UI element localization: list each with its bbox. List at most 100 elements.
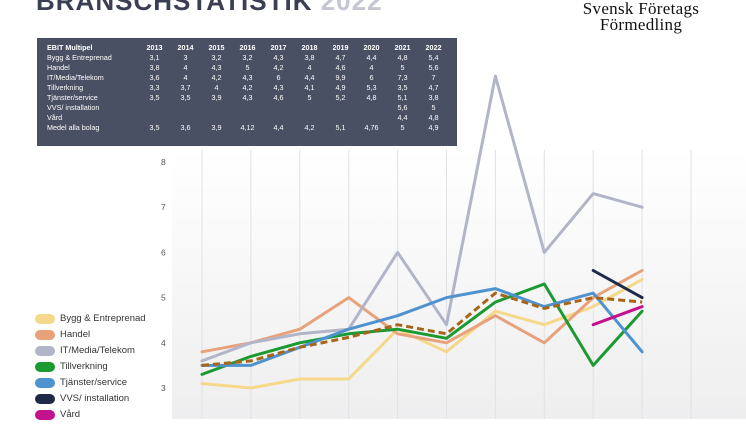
table-row: IT/Media/Telekom 3,6 4 4,2 4,3 6 4,4 9,9 6 7,3 7 <box>47 73 449 83</box>
table-cell: 4,2 <box>211 73 222 82</box>
table-cell: 3,2 <box>211 53 222 62</box>
table-row-label: VVS/ installation <box>47 103 100 112</box>
table-cell: 5 <box>245 63 250 72</box>
table-row: Handel 3,8 4 4,3 5 4,2 4 4,6 4 5 5,6 <box>47 63 449 73</box>
plot-background <box>172 150 746 419</box>
table-cell: 3,8 <box>149 63 160 72</box>
table-row-label: Handel <box>47 63 70 72</box>
series-line <box>200 278 644 390</box>
table-cell: 3,9 <box>211 123 222 132</box>
series-line <box>200 282 644 376</box>
table-cell: 4,76 <box>364 123 379 132</box>
table-cell: 4,6 <box>335 63 346 72</box>
table-cell: 5,6 <box>428 63 439 72</box>
table-cell: 3,5 <box>397 83 408 92</box>
table-cell: 3,2 <box>242 53 253 62</box>
table-cell: 4,6 <box>273 93 284 102</box>
table-cell <box>170 113 201 123</box>
table-cell: 5 <box>400 123 405 132</box>
table-cell: 4,8 <box>397 53 408 62</box>
table-cell <box>201 113 232 123</box>
brand-line-1: Svensk Företags <box>582 0 700 18</box>
table-cell <box>263 103 294 113</box>
table-cell: 7 <box>431 73 436 82</box>
table-row-label: Vård <box>47 113 63 122</box>
table-cell: 3,3 <box>149 83 160 92</box>
table-header-label: EBIT Multipel <box>47 43 93 52</box>
table-cell: 4,7 <box>428 83 439 92</box>
table-cell: 4,8 <box>428 113 439 122</box>
table-row: VVS/ installation 5,6 5 <box>47 103 449 113</box>
table-row: Tillverkning 3,3 3,7 4 4,2 4,3 4,1 4,9 5,3 3,5 4,7 <box>47 83 449 93</box>
table-year-header: 2020 <box>363 43 380 52</box>
legend-swatch <box>35 330 55 340</box>
table-cell: 3,9 <box>211 93 222 102</box>
table-row-label: Medel alla bolag <box>47 123 100 132</box>
legend-label: Tjänster/service <box>60 377 128 388</box>
table-cell: 4 <box>307 63 312 72</box>
table-cell: 3,6 <box>149 73 160 82</box>
table-cell: 4,4 <box>397 113 408 122</box>
legend-swatch <box>35 394 55 404</box>
table-row: Bygg & Entreprenad 3,1 3 3,2 3,2 4,3 3,8 4,7 4,4… <box>47 53 449 63</box>
table-cell: 6 <box>369 73 374 82</box>
table-cell: 4,2 <box>273 63 284 72</box>
table-cell: 4,12 <box>240 123 255 132</box>
table-row: Medel alla bolag 3,5 3,6 3,9 4,12 4,4 4,2 5,1 4,… <box>47 123 449 133</box>
y-tick-label: 8 <box>161 157 166 167</box>
table-cell: 4,3 <box>273 83 284 92</box>
series-line <box>200 269 644 354</box>
table-cell: 5 <box>307 93 312 102</box>
table-year-header: 2021 <box>394 43 411 52</box>
legend-label: IT/Media/Telekom <box>60 345 135 356</box>
table-cell: 4,4 <box>366 53 377 62</box>
table-cell: 5,2 <box>335 93 346 102</box>
table-cell: 4,7 <box>335 53 346 62</box>
table-year-header: 2014 <box>177 43 194 52</box>
table-cell: 3,1 <box>149 53 160 62</box>
table-cell: 4 <box>183 63 188 72</box>
brand-line-2: Förmedling <box>599 15 683 34</box>
table-cell: 5 <box>431 103 436 112</box>
table-cell: 4,9 <box>335 83 346 92</box>
table-cell <box>263 113 294 123</box>
table-cell: 4,3 <box>242 73 253 82</box>
series-line <box>201 291 643 367</box>
table-cell: 3,5 <box>180 93 191 102</box>
table-header-row: EBIT Multipel 2013 2014 2015 2016 2017 2018 20… <box>47 43 449 53</box>
y-tick-label: 7 <box>161 202 166 212</box>
table-cell: 4,3 <box>211 63 222 72</box>
table-cell: 4,2 <box>304 123 315 132</box>
page-title: BRANSCHSTATISTIK 2022 <box>36 0 383 17</box>
table-cell: 4,3 <box>273 53 284 62</box>
legend-swatch <box>35 378 55 388</box>
table-row: Vård 4,4 4,8 <box>47 113 449 123</box>
legend-swatch <box>35 410 55 420</box>
table-cell: 3,6 <box>180 123 191 132</box>
y-tick-label: 4 <box>161 338 166 348</box>
table-cell <box>139 113 170 123</box>
table-cell <box>170 103 201 113</box>
y-tick-label: 5 <box>161 293 166 303</box>
table-cell <box>356 113 387 123</box>
table-cell: 5 <box>400 63 405 72</box>
legend-swatch <box>35 362 55 372</box>
table-cell <box>139 103 170 113</box>
table-year-header: 2019 <box>332 43 349 52</box>
table-cell <box>294 103 325 113</box>
table-cell: 4 <box>369 63 374 72</box>
table-cell: 4,4 <box>304 73 315 82</box>
table-cell: 4 <box>183 73 188 82</box>
legend-label: Vård <box>60 409 81 420</box>
table-year-header: 2017 <box>270 43 287 52</box>
legend-label: Tillverkning <box>60 361 108 372</box>
table-cell: 3,5 <box>149 93 160 102</box>
table-cell: 4,2 <box>242 83 253 92</box>
series-line <box>200 74 644 363</box>
table-cell <box>325 113 356 123</box>
table-cell <box>232 113 263 123</box>
table-cell: 4,9 <box>428 123 439 132</box>
table-cell: 3,5 <box>149 123 160 132</box>
legend-swatch <box>35 346 55 356</box>
